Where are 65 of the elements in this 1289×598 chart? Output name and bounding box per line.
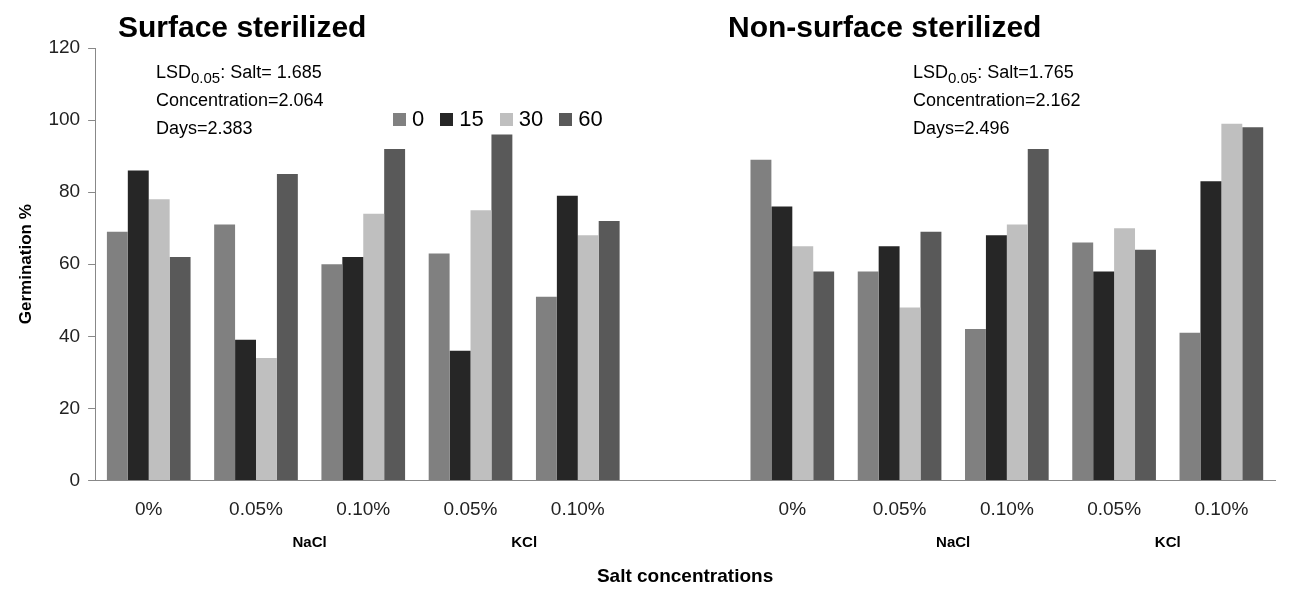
x-tick-label: 0.05% — [443, 498, 498, 520]
x-tick-label: 0.10% — [1194, 498, 1249, 520]
annotation: Concentration=2.162 — [913, 90, 1081, 111]
bar — [1221, 123, 1243, 480]
y-tick-label: 100 — [48, 108, 81, 130]
x-tick-label: 0.05% — [229, 498, 284, 520]
bar — [878, 246, 900, 480]
text: Non-surface sterilized — [728, 10, 1042, 44]
annotation: Days=2.383 — [156, 118, 253, 139]
bar — [235, 339, 256, 480]
x-tick-label: 0.05% — [1087, 498, 1142, 520]
bar — [792, 246, 814, 480]
x-tick-label: 0% — [135, 498, 163, 520]
legend-label: 15 — [459, 106, 484, 132]
bar — [449, 350, 471, 480]
bar — [470, 210, 492, 480]
bar — [1093, 271, 1115, 480]
x-tick-label: 0% — [778, 498, 807, 520]
bar — [813, 271, 835, 480]
annotation: LSD$_{0.05}$: Salt= 1.685 — [156, 62, 322, 86]
bar — [556, 195, 578, 480]
legend-label: 60 — [578, 106, 603, 132]
y-tick-label: 60 — [58, 252, 81, 274]
text: NaCl — [936, 532, 971, 550]
x-tick-label: 0.10% — [979, 498, 1034, 520]
annotation: Concentration=2.064 — [156, 90, 324, 111]
x-tick-label: 0.05% — [872, 498, 927, 520]
bar — [1114, 228, 1136, 480]
text: NaCl — [292, 532, 327, 550]
legend-label: 30 — [518, 106, 544, 132]
bar — [148, 199, 170, 480]
bar — [127, 170, 149, 480]
bar — [491, 134, 513, 480]
x-tick-label: 0.10% — [336, 498, 391, 520]
bar — [363, 213, 385, 480]
y-tick-label: 40 — [58, 324, 81, 346]
y-tick-label: 120 — [48, 36, 81, 58]
y-tick-label: 0 — [69, 468, 81, 490]
bar — [985, 235, 1007, 480]
bar — [1200, 181, 1222, 480]
bar — [577, 235, 599, 480]
annotation: LSD$_{0.05}$: Salt=1.765 — [913, 62, 1074, 86]
bar — [384, 148, 406, 480]
y-tick-label: 80 — [58, 180, 81, 202]
bar — [920, 231, 942, 480]
bar — [598, 220, 620, 480]
annotation: Days=2.496 — [913, 118, 1010, 139]
bar — [1135, 249, 1156, 480]
bar — [1027, 148, 1049, 480]
bar — [276, 174, 298, 480]
bar — [771, 206, 793, 480]
y-tick-label: 20 — [58, 396, 81, 418]
legend-label: 0 — [412, 106, 425, 132]
bar — [1006, 224, 1028, 480]
text: KCl — [1154, 532, 1181, 550]
bar — [342, 256, 364, 480]
x-tick-label: 0.10% — [550, 498, 605, 520]
bar — [899, 307, 921, 480]
x-axis-title: Salt concentrations — [596, 564, 774, 586]
text: Surface sterilized — [118, 10, 367, 44]
bar — [256, 357, 277, 480]
text: KCl — [511, 532, 538, 550]
bar — [1242, 127, 1264, 480]
y-axis-title: Germination % — [15, 204, 35, 325]
bar — [169, 256, 191, 480]
